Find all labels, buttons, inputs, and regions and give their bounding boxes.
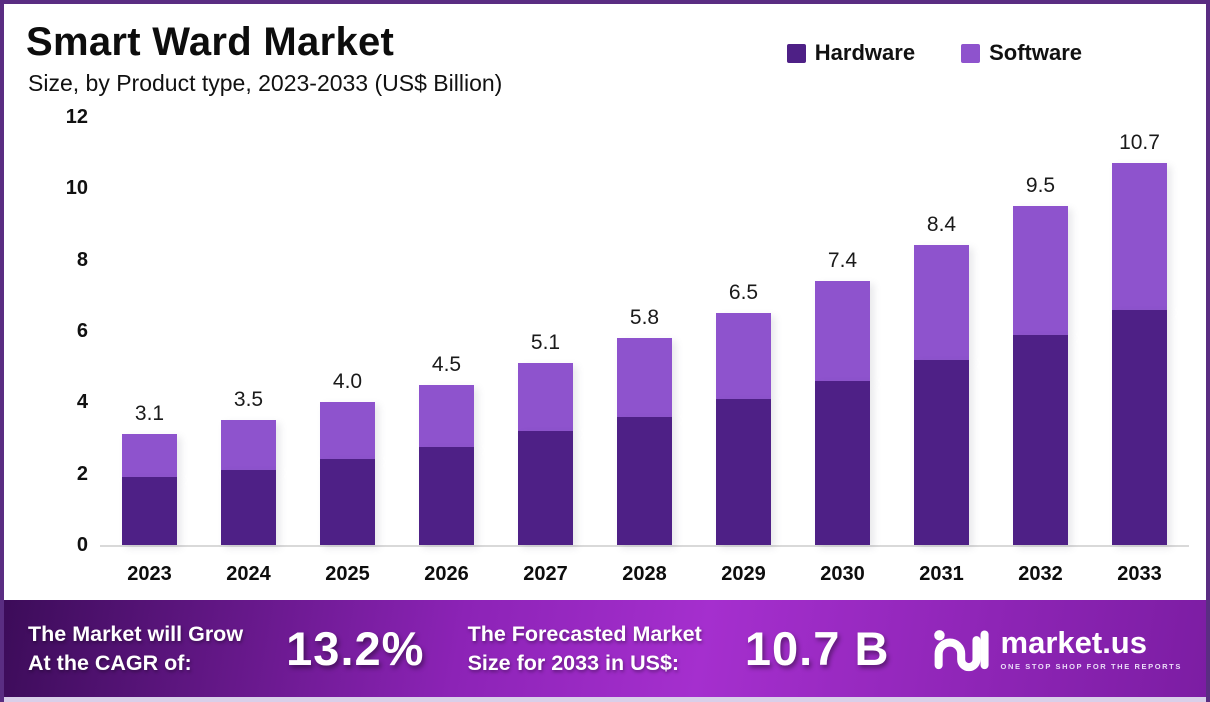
bar-group-2031: 8.4 xyxy=(892,117,991,545)
y-tick-0: 0 xyxy=(76,534,88,556)
bar-group-2033: 10.7 xyxy=(1090,117,1189,545)
bar-segment-software-2028 xyxy=(617,338,672,417)
forecast-value: 10.7 B xyxy=(744,622,890,675)
bar-segment-hardware-2026 xyxy=(419,446,474,545)
legend-item-hardware: Hardware xyxy=(786,40,916,66)
legend-swatch-hardware xyxy=(786,43,806,63)
page-title: Smart Ward Market xyxy=(26,20,395,64)
cagr-caption: The Market will Grow At the CAGR of: xyxy=(28,620,243,677)
bar-total-label-2029: 6.5 xyxy=(728,281,759,305)
bar-segment-software-2030 xyxy=(815,281,870,381)
marketus-logo-tagline: ONE STOP SHOP FOR THE REPORTS xyxy=(1000,661,1182,671)
bar-group-2028: 5.8 xyxy=(595,117,694,545)
bar-segment-software-2032 xyxy=(1013,206,1068,335)
bar-total-label-2024: 3.5 xyxy=(233,388,264,412)
x-label-2026: 2026 xyxy=(424,563,469,585)
x-label-2025: 2025 xyxy=(325,563,370,585)
y-axis-ticks: 0 2 4 6 8 10 12 xyxy=(4,106,88,556)
y-tick-8: 8 xyxy=(76,248,88,271)
marketus-logo: market.us ONE STOP SHOP FOR THE REPORTS xyxy=(933,624,1182,674)
legend-label: Hardware xyxy=(814,40,916,65)
bar-segment-software-2027 xyxy=(518,363,573,431)
bar-group-2029: 6.5 xyxy=(694,117,793,545)
bar-segment-hardware-2031 xyxy=(914,359,969,545)
x-label-2024: 2024 xyxy=(226,563,271,585)
x-label-2029: 2029 xyxy=(721,563,766,585)
forecast-caption-line2: Size for 2033 in US$: xyxy=(467,650,680,675)
bar-segment-software-2023 xyxy=(122,434,177,478)
bar-group-2024: 3.5 xyxy=(199,117,298,545)
x-label-2030: 2030 xyxy=(820,563,865,585)
bar-group-2027: 5.1 xyxy=(496,117,595,545)
x-axis-labels: 2023 2024 2025 2026 2027 2028 2029 2030 2031 2032… xyxy=(100,563,1189,586)
legend: Hardware Software xyxy=(786,40,1082,66)
bar-total-label-2028: 5.8 xyxy=(629,306,660,330)
forecast-caption: The Forecasted Market Size for 2033 in U… xyxy=(468,620,702,677)
forecast-caption-line1: The Forecasted Market xyxy=(467,622,702,647)
x-label-2027: 2027 xyxy=(523,563,568,585)
bar-segment-hardware-2030 xyxy=(815,380,870,545)
bar-group-2023: 3.1 xyxy=(100,117,199,545)
bar-segment-hardware-2027 xyxy=(518,430,573,545)
marketus-logo-icon xyxy=(933,629,989,671)
cagr-value: 13.2% xyxy=(286,622,425,675)
bar-segment-software-2031 xyxy=(914,245,969,360)
bar-total-label-2025: 4.0 xyxy=(332,370,363,394)
bar-segment-hardware-2029 xyxy=(716,398,771,545)
y-tick-4: 4 xyxy=(76,391,88,414)
bar-segment-hardware-2028 xyxy=(617,416,672,545)
bar-segment-software-2024 xyxy=(221,420,276,471)
footer-banner: The Market will Grow At the CAGR of: 13.… xyxy=(4,600,1206,702)
legend-item-software: Software xyxy=(961,40,1082,66)
bar-total-label-2031: 8.4 xyxy=(926,213,957,237)
bar-total-label-2027: 5.1 xyxy=(530,331,561,355)
y-tick-2: 2 xyxy=(76,462,88,485)
page-subtitle: Size, by Product type, 2023-2033 (US$ Bi… xyxy=(28,70,503,96)
x-label-2031: 2031 xyxy=(919,563,964,585)
y-tick-12: 12 xyxy=(65,106,88,128)
bar-segment-software-2033 xyxy=(1112,163,1167,310)
bar-total-label-2033: 10.7 xyxy=(1119,131,1160,155)
bar-total-label-2032: 9.5 xyxy=(1025,174,1056,198)
x-label-2023: 2023 xyxy=(127,563,172,585)
bar-segment-hardware-2023 xyxy=(122,477,177,545)
bar-group-2032: 9.5 xyxy=(991,117,1090,545)
bar-group-2025: 4.0 xyxy=(298,117,397,545)
bar-total-label-2030: 7.4 xyxy=(827,249,858,273)
bar-segment-software-2029 xyxy=(716,313,771,399)
bar-segment-software-2026 xyxy=(419,384,474,447)
cagr-caption-line2: At the CAGR of: xyxy=(28,650,192,675)
bar-segment-software-2025 xyxy=(320,402,375,460)
bar-chart-plot: 3.1 3.5 4.0 4.5 5.1 5.8 6.5 7.4 8.4 9.5 10.7 xyxy=(100,117,1189,547)
x-label-2028: 2028 xyxy=(622,563,667,585)
legend-swatch-software xyxy=(961,43,981,63)
x-label-2033: 2033 xyxy=(1117,563,1162,585)
bar-group-2030: 7.4 xyxy=(793,117,892,545)
bar-group-2026: 4.5 xyxy=(397,117,496,545)
marketus-logo-text: market.us ONE STOP SHOP FOR THE REPORTS xyxy=(1001,627,1182,671)
bar-segment-hardware-2032 xyxy=(1013,334,1068,545)
bar-total-label-2026: 4.5 xyxy=(431,352,462,376)
y-tick-10: 10 xyxy=(65,177,88,200)
x-label-2032: 2032 xyxy=(1018,563,1063,585)
bar-segment-hardware-2033 xyxy=(1112,309,1167,545)
bar-total-label-2023: 3.1 xyxy=(134,402,165,426)
legend-label: Software xyxy=(989,40,1082,65)
bar-segment-hardware-2024 xyxy=(221,470,276,545)
marketus-logo-name: market.us xyxy=(1000,624,1147,660)
y-tick-6: 6 xyxy=(76,320,88,342)
bar-segment-hardware-2025 xyxy=(320,459,375,545)
cagr-caption-line1: The Market will Grow xyxy=(28,622,244,647)
